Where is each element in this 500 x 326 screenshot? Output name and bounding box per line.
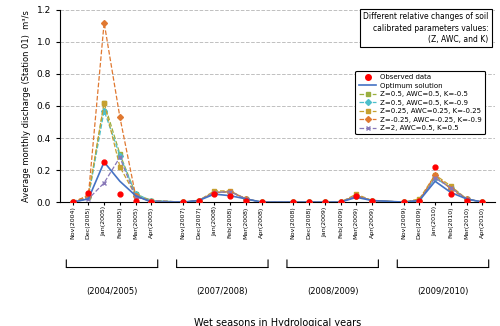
Y-axis label: Average monthly discharge (Station 01)  m³/s: Average monthly discharge (Station 01) m… [22,10,31,202]
Legend: Observed data, Optimum solution, Z=0.5, AWC=0.5, K=-0.5, Z=0.5, AWC=0.5, K=-0.9,: Observed data, Optimum solution, Z=0.5, … [356,71,485,135]
Text: (2004/2005): (2004/2005) [86,287,138,296]
Text: Wet seasons in Hydrological years: Wet seasons in Hydrological years [194,318,361,326]
Text: (2009/2010): (2009/2010) [418,287,469,296]
Text: (2008/2009): (2008/2009) [307,287,358,296]
Text: Different relative changes of soil
calibrated parameters values:
(Z, AWC, and K): Different relative changes of soil calib… [363,12,488,44]
Text: (2007/2008): (2007/2008) [196,287,248,296]
